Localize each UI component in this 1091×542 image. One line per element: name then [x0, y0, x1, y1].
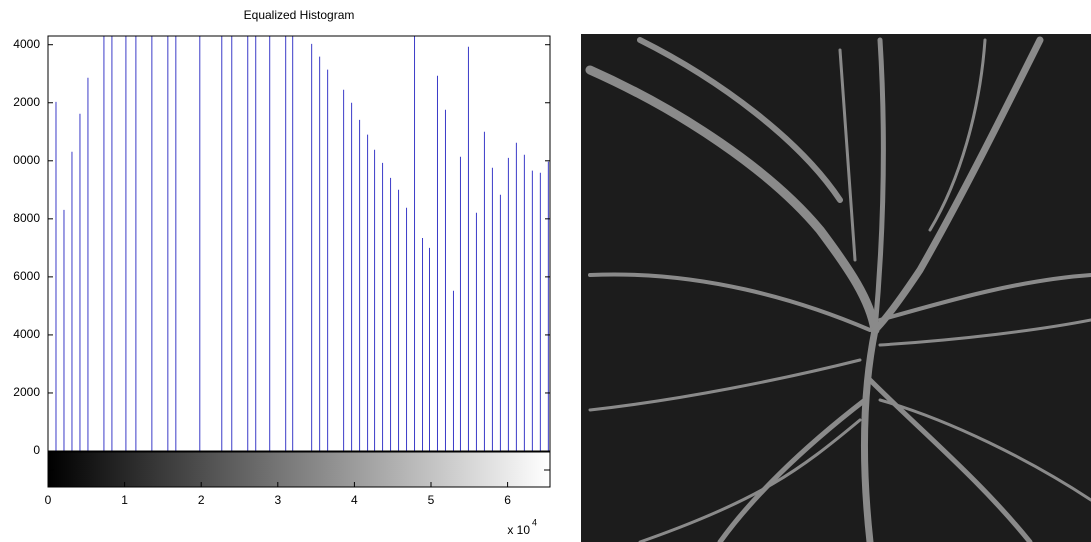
chart-title: Equalized Histogram [244, 8, 355, 22]
image [581, 34, 1091, 542]
colorbar [47, 451, 551, 488]
y-tick-label: 2000 [13, 95, 40, 109]
y-tick-label: 4000 [13, 327, 40, 341]
x-tick-label: 1 [121, 493, 128, 507]
y-tick-label: 6000 [13, 269, 40, 283]
plot-area [55, 36, 549, 451]
y-tick-label: 4000 [13, 37, 40, 51]
x-tick-label: 2 [198, 493, 205, 507]
x-tick-label: 6 [504, 493, 511, 507]
x-tick-label: 5 [428, 493, 435, 507]
x-tick-label: 4 [351, 493, 358, 507]
x-tick-label: 0 [45, 493, 52, 507]
y-tick-label: 0 [33, 443, 40, 457]
x-multiplier: x 10 [507, 523, 530, 537]
y-tick-label: 0000 [13, 153, 40, 167]
y-tick-label: 2000 [13, 385, 40, 399]
x-multiplier-exponent: 4 [532, 517, 537, 527]
y-tick-label: 8000 [13, 211, 40, 225]
axes-box [47, 35, 551, 452]
x-tick-label: 3 [274, 493, 281, 507]
